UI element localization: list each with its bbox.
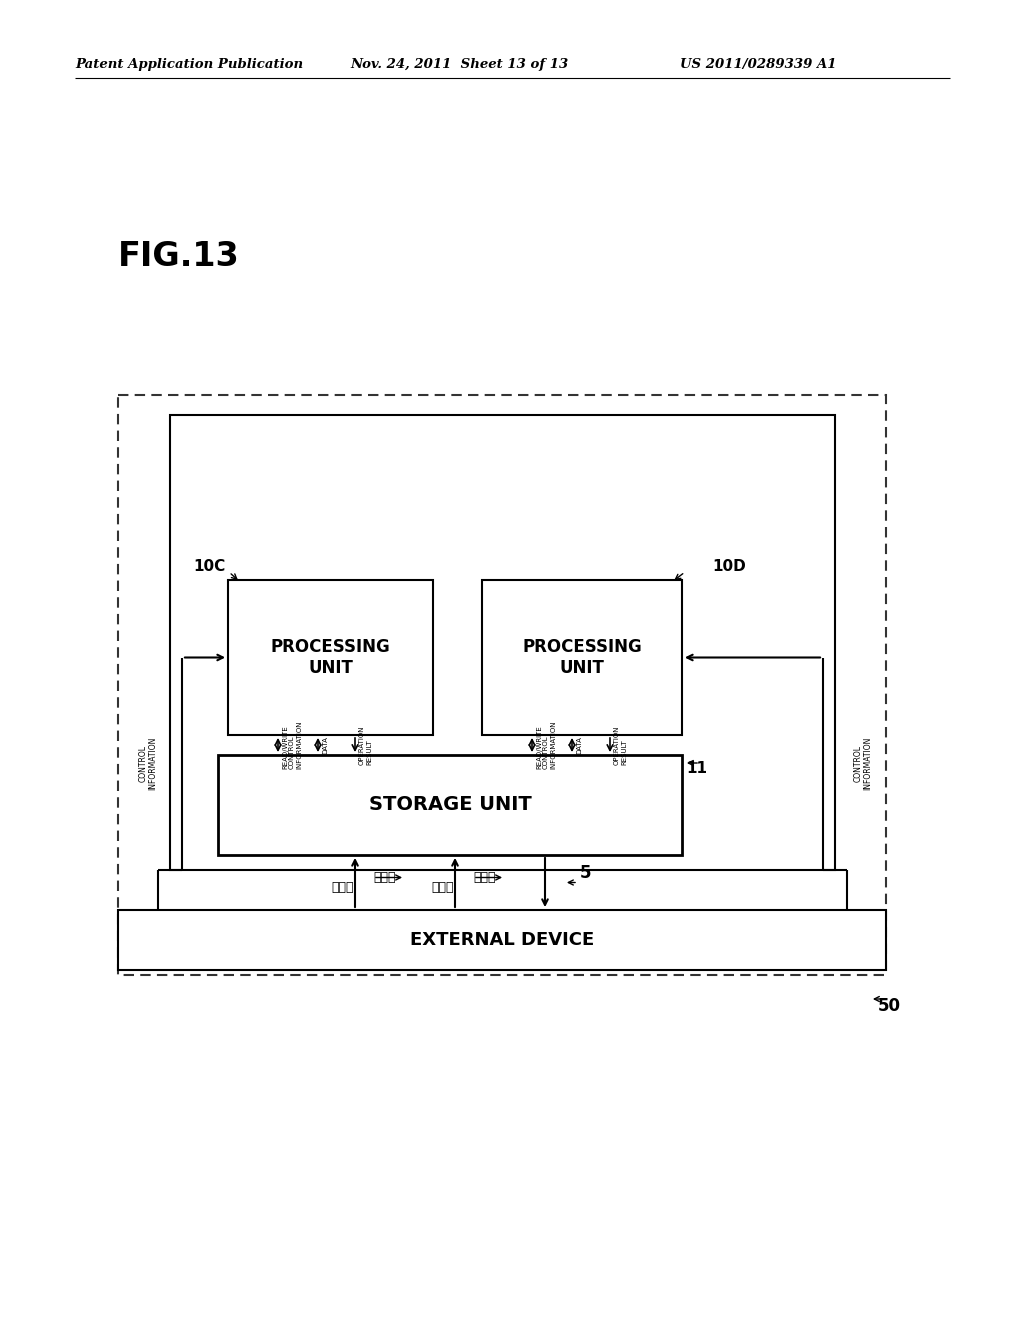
Text: READ/WRITE
CONTROL
INFORMATION: READ/WRITE CONTROL INFORMATION <box>282 721 302 770</box>
Bar <box>118 395 886 975</box>
Text: OPERATION
RESULT: OPERATION RESULT <box>359 725 372 764</box>
Bar <box>482 579 682 735</box>
Text: STORAGE UNIT: STORAGE UNIT <box>369 796 531 814</box>
Text: データ: データ <box>373 871 395 884</box>
Text: 10D: 10D <box>712 558 745 574</box>
Text: CONTROL
INFORMATION: CONTROL INFORMATION <box>853 737 872 791</box>
Text: FIG.13: FIG.13 <box>118 240 240 273</box>
Bar <box>170 414 835 870</box>
Text: PROCESSING
UNIT: PROCESSING UNIT <box>522 638 642 677</box>
Bar <box>218 755 682 855</box>
Text: 11: 11 <box>686 762 707 776</box>
Bar <box>228 579 433 735</box>
Text: DATA: DATA <box>322 737 328 754</box>
Text: データ: データ <box>473 871 496 884</box>
Text: EXTERNAL DEVICE: EXTERNAL DEVICE <box>410 931 594 949</box>
Text: Nov. 24, 2011  Sheet 13 of 13: Nov. 24, 2011 Sheet 13 of 13 <box>350 58 568 71</box>
Text: CONTROL
INFORMATION: CONTROL INFORMATION <box>138 737 158 791</box>
Bar <box>118 909 886 970</box>
Text: Patent Application Publication: Patent Application Publication <box>75 58 303 71</box>
Text: DATA: DATA <box>575 737 582 754</box>
Text: PROCESSING
UNIT: PROCESSING UNIT <box>270 638 390 677</box>
Text: データ: データ <box>332 880 354 894</box>
Text: OPERATION
RESULT: OPERATION RESULT <box>614 725 627 764</box>
Text: データ: データ <box>432 880 455 894</box>
Text: READ/WRITE
CONTROL
INFORMATION: READ/WRITE CONTROL INFORMATION <box>536 721 556 770</box>
Text: 5: 5 <box>580 863 592 882</box>
Text: 10C: 10C <box>194 558 226 574</box>
Text: US 2011/0289339 A1: US 2011/0289339 A1 <box>680 58 837 71</box>
Text: 50: 50 <box>878 997 901 1015</box>
